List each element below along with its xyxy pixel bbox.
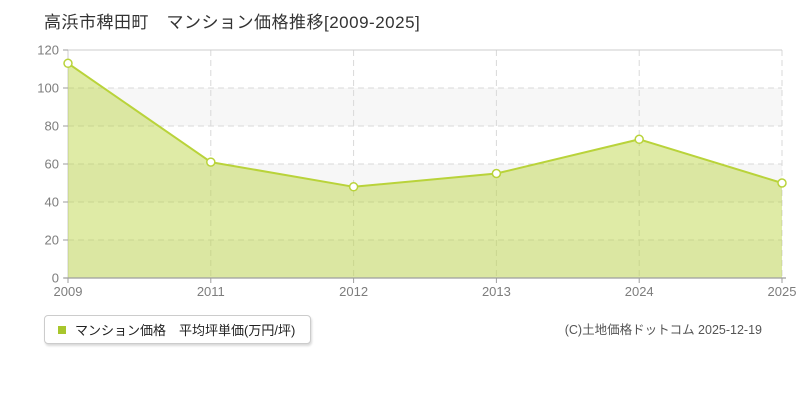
y-tick-label: 100 [37, 81, 59, 96]
y-tick-label: 20 [45, 233, 59, 248]
y-tick-label: 60 [45, 157, 59, 172]
x-tick-label: 2013 [482, 284, 511, 299]
data-point-2013[interactable] [491, 168, 502, 179]
price-trend-chart: 0 20 40 60 80 100 120 2009 2011 2012 2013 2024 2025 [37, 43, 797, 300]
data-point-2024[interactable] [634, 134, 644, 145]
legend-swatch-icon [58, 325, 66, 334]
data-point-2012[interactable] [348, 182, 359, 192]
x-tick-label: 2012 [339, 284, 368, 299]
series-line [67, 62, 783, 188]
area-series [68, 63, 782, 278]
legend: マンション価格 平均坪単価(万円/坪) [44, 315, 312, 344]
data-point-2025[interactable] [777, 178, 787, 188]
plot-band [68, 50, 782, 88]
y-tick-label: 120 [37, 43, 59, 58]
chart-title: 高浜市稗田町 マンション価格推移[2009-2025] [44, 13, 421, 32]
data-point-2011[interactable] [206, 157, 216, 167]
plot-band [68, 240, 782, 278]
legend-label: マンション価格 平均坪単価(万円/坪) [75, 323, 296, 338]
copyright-text: (C)土地価格ドットコム 2025-12-19 [564, 323, 762, 337]
x-tick-label: 2011 [197, 284, 225, 299]
x-tick-label: 2024 [625, 284, 654, 299]
plot-band [68, 202, 782, 240]
y-tick-label: 80 [45, 119, 59, 134]
y-tick-label: 0 [52, 271, 59, 286]
plot-band [68, 88, 782, 126]
data-point-2009[interactable] [63, 58, 73, 69]
y-tick-label: 40 [45, 195, 59, 210]
x-tick-label: 2025 [768, 284, 797, 299]
x-tick-label: 2009 [54, 284, 83, 299]
plot-band [68, 164, 782, 202]
